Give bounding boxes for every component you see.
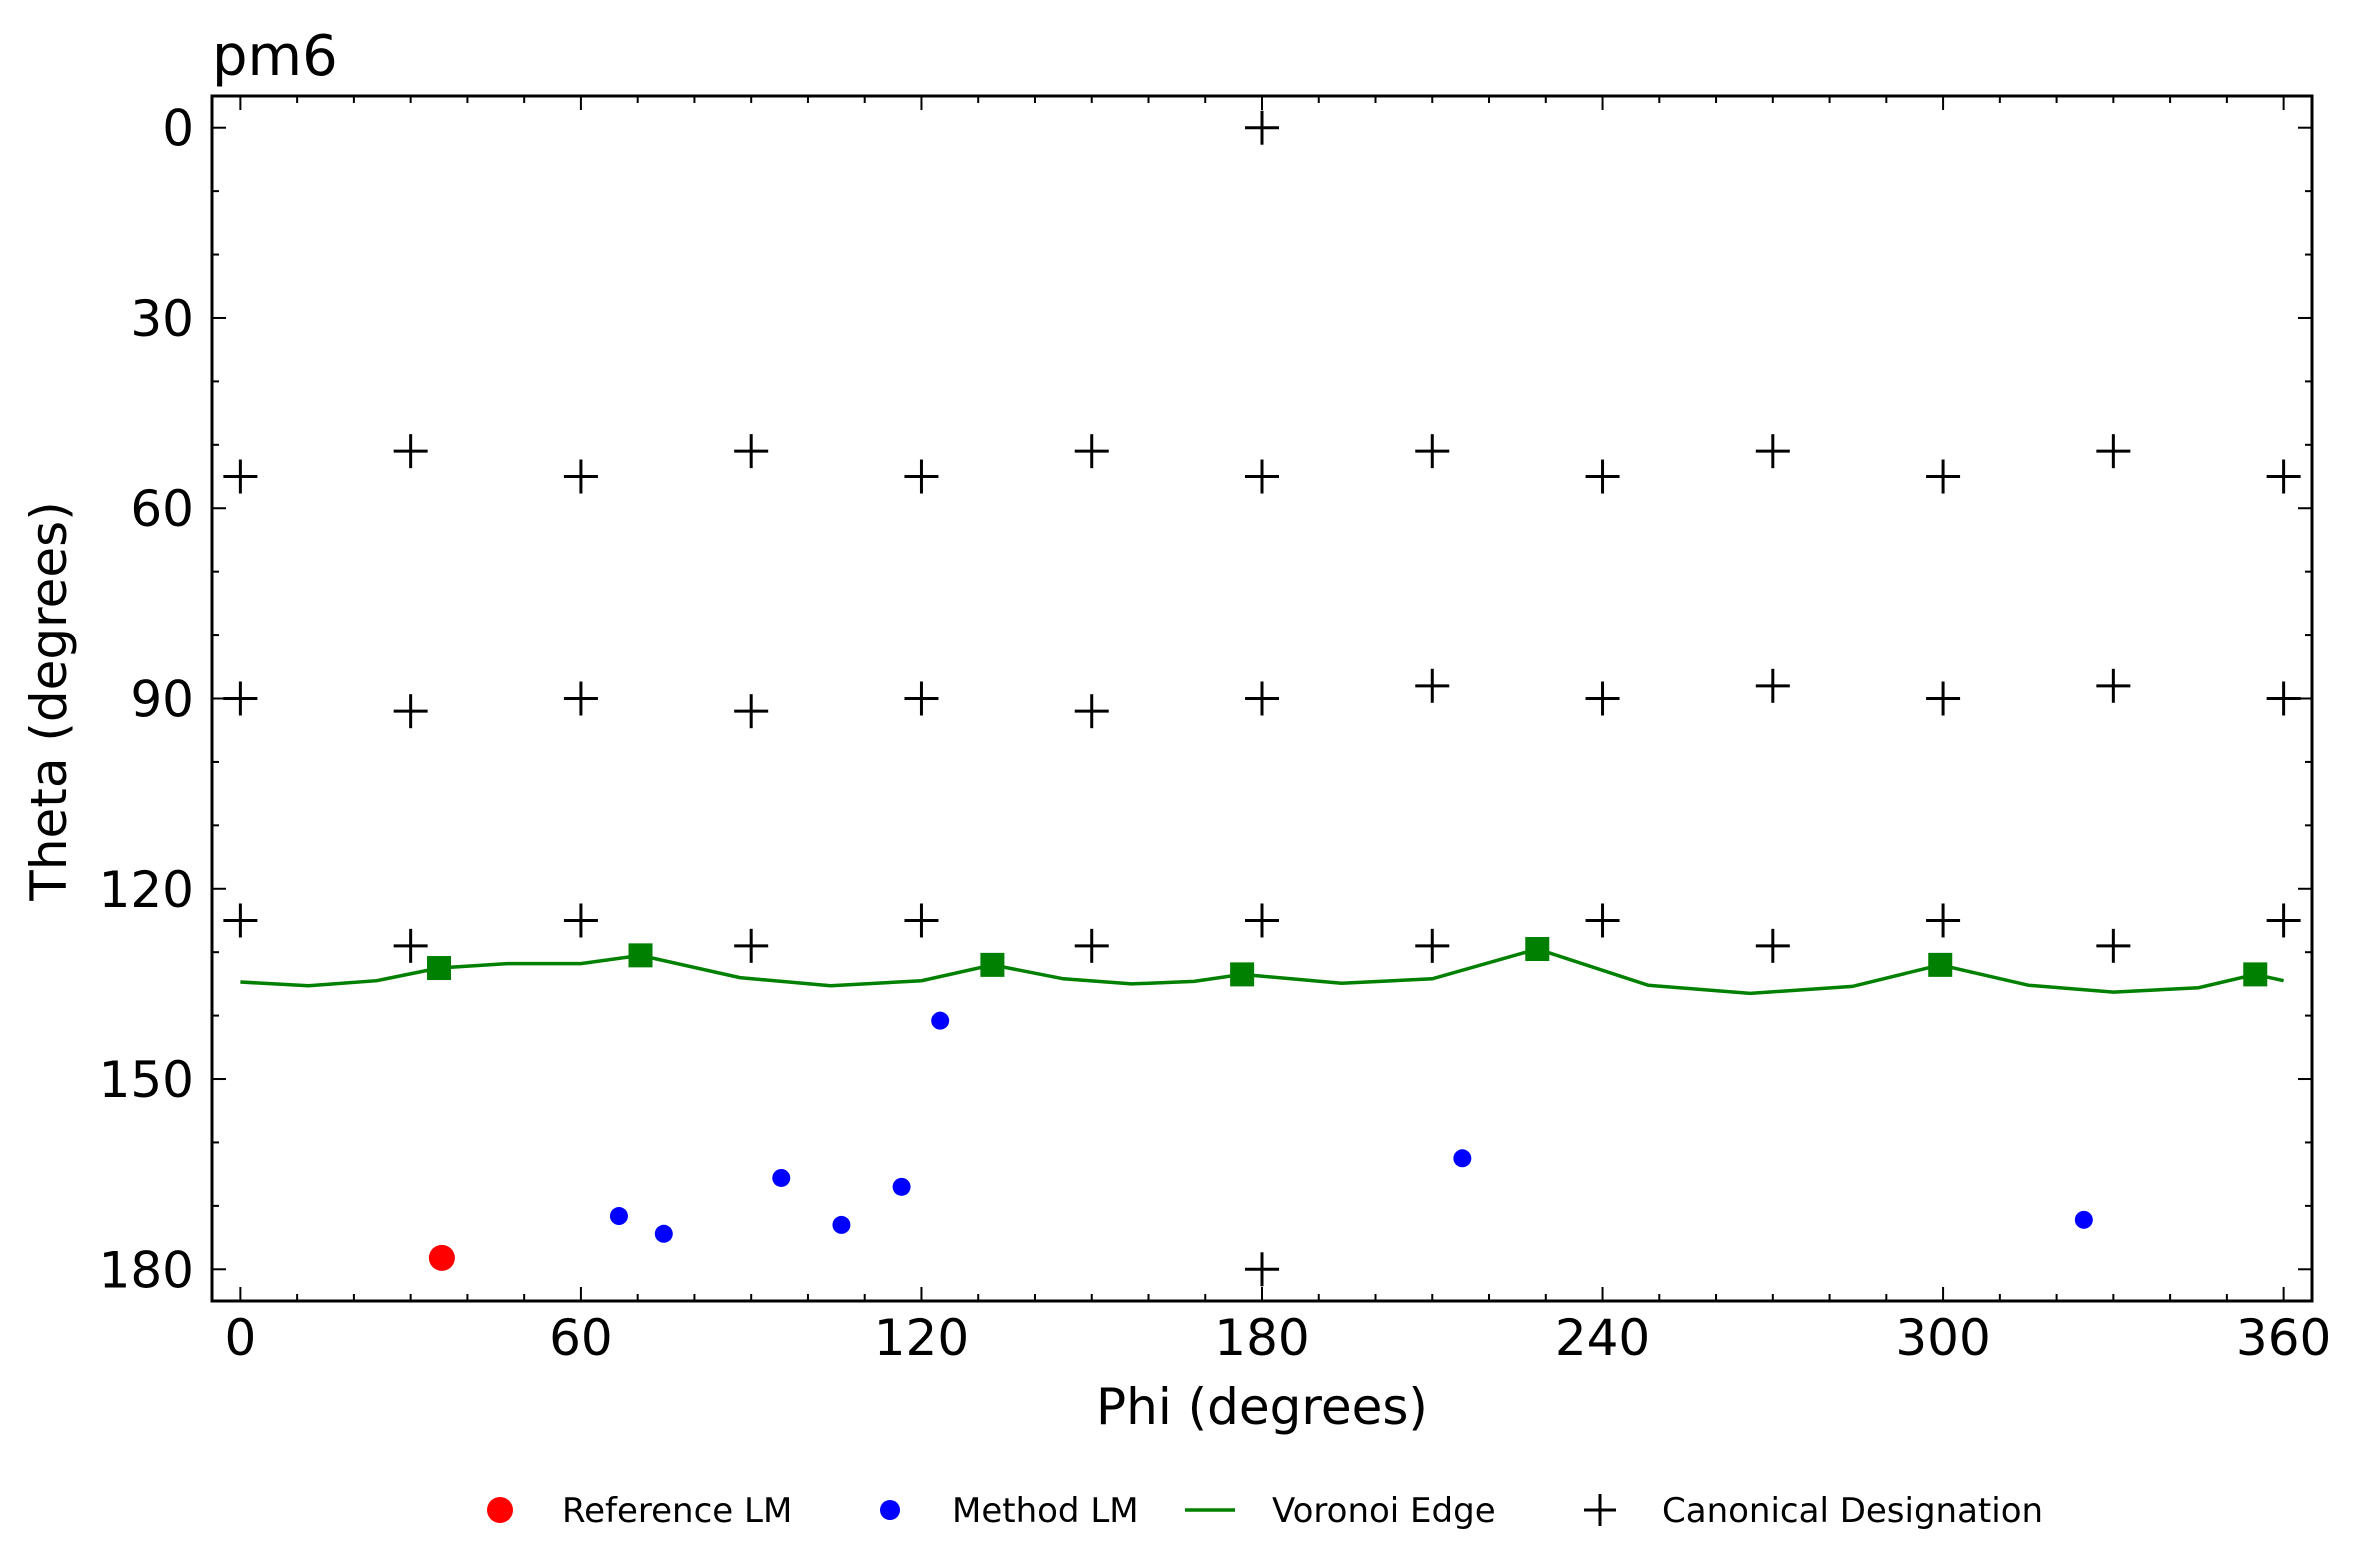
y-tick-label: 180 [99, 1241, 194, 1299]
canonical-designation-marker [1245, 903, 1279, 938]
legend-reference-marker [487, 1497, 513, 1523]
canonical-designation-marker [1245, 1252, 1279, 1287]
canonical-designation-marker [393, 434, 428, 469]
x-tick-label: 60 [549, 1309, 613, 1367]
voronoi-vertex-marker [1928, 952, 1953, 977]
canonical-designation-marker [1074, 928, 1109, 963]
canonical-designation-marker [563, 903, 598, 938]
legend-canonical-marker [1584, 1494, 1616, 1526]
x-tick-label: 300 [1895, 1309, 1990, 1367]
plot-area [210, 94, 2314, 1303]
canonical-designation-marker [1585, 681, 1620, 716]
legend-entry: Method LM [880, 1491, 1139, 1531]
canonical-designation-marker [1755, 434, 1790, 469]
canonical-designation-marker [2266, 459, 2301, 494]
reference-lm-point [428, 1244, 455, 1271]
x-tick-label: 0 [224, 1309, 256, 1367]
canonical-designation-marker [904, 903, 939, 938]
canonical-designation-marker [734, 434, 769, 469]
canonical-designation-marker [223, 903, 258, 938]
canonical-designation-marker [563, 459, 598, 494]
method-lm-point [654, 1224, 673, 1243]
method-lm-point [931, 1011, 950, 1030]
canonical-designation-marker [1245, 681, 1279, 716]
y-tick-label: 60 [130, 480, 194, 538]
x-tick-label: 360 [2236, 1309, 2331, 1367]
legend-entry: Voronoi Edge [1185, 1491, 1496, 1531]
canonical-designation-marker [223, 681, 258, 716]
x-tick-label: 240 [1555, 1309, 1650, 1367]
canonical-designation-marker [2096, 434, 2131, 469]
legend-method-marker [880, 1500, 900, 1520]
x-tick-label: 180 [1214, 1309, 1309, 1367]
canonical-designation-marker [1415, 928, 1450, 963]
canonical-designation-marker [1415, 434, 1450, 469]
voronoi-edge-line [240, 947, 2284, 996]
legend: Reference LM Method LM Voronoi Edge Canonic… [487, 1491, 2043, 1531]
canonical-designation-marker [1926, 681, 1961, 716]
y-tick-label: 30 [130, 290, 194, 348]
canonical-designation-marker [1755, 668, 1790, 703]
canonical-designation-marker [904, 459, 939, 494]
canonical-designation-marker [223, 459, 258, 494]
canonical-designation-marker [1415, 668, 1450, 703]
y-tick-label: 0 [162, 100, 194, 158]
method-lm-point [2074, 1210, 2093, 1229]
canonical-designation-marker [1926, 903, 1961, 938]
chart-title: pm6 [212, 24, 338, 89]
canonical-designation-marker [1245, 459, 1279, 494]
canonical-designation-marker [1926, 459, 1961, 494]
legend-entry: Reference LM [487, 1491, 792, 1531]
canonical-designation-marker [1074, 694, 1109, 729]
canonical-designation-marker [2096, 928, 2131, 963]
canonical-designation-marker [1585, 459, 1620, 494]
canonical-designation-marker [904, 681, 939, 716]
canonical-designation-marker [393, 928, 428, 963]
x-tick-label: 120 [874, 1309, 969, 1367]
legend-label: Reference LM [562, 1491, 792, 1531]
method-lm-point [772, 1168, 791, 1187]
voronoi-vertex-marker [628, 943, 653, 968]
canonical-designation-marker [1755, 928, 1790, 963]
canonical-designation-marker [393, 694, 428, 729]
y-tick-label: 120 [99, 861, 194, 919]
voronoi-vertex-marker [2243, 962, 2268, 987]
canonical-designation-marker [2266, 903, 2301, 938]
legend-label: Canonical Designation [1662, 1491, 2043, 1531]
canonical-designation-marker [1245, 110, 1279, 145]
canonical-designation-marker [734, 928, 769, 963]
canonical-designation-marker [2266, 681, 2301, 716]
method-lm-point [832, 1215, 851, 1234]
x-axis: 0 60 120 180 240 300 360 [224, 96, 2331, 1367]
legend-label: Method LM [952, 1491, 1139, 1531]
y-tick-label: 90 [130, 671, 194, 729]
voronoi-vertex-marker [1525, 937, 1550, 962]
voronoi-vertex-marker [427, 956, 452, 981]
method-lm-point [892, 1177, 911, 1196]
method-lm-point [609, 1207, 628, 1226]
legend-entry: Canonical Designation [1584, 1491, 2043, 1531]
canonical-designation-marker [1585, 903, 1620, 938]
legend-label: Voronoi Edge [1272, 1491, 1496, 1531]
voronoi-vertex-marker [1230, 962, 1255, 987]
canonical-designation-marker [1074, 434, 1109, 469]
method-lm-point [1453, 1149, 1472, 1168]
voronoi-vertex-marker [980, 952, 1005, 977]
x-axis-label: Phi (degrees) [1096, 1378, 1428, 1436]
y-tick-label: 150 [99, 1051, 194, 1109]
y-axis: 0 30 60 90 120 150 180 [99, 100, 2312, 1299]
y-axis-label: Theta (degrees) [20, 501, 78, 901]
canonical-designation-marker [2096, 668, 2131, 703]
canonical-designation-marker [563, 681, 598, 716]
canonical-designation-marker [734, 694, 769, 729]
